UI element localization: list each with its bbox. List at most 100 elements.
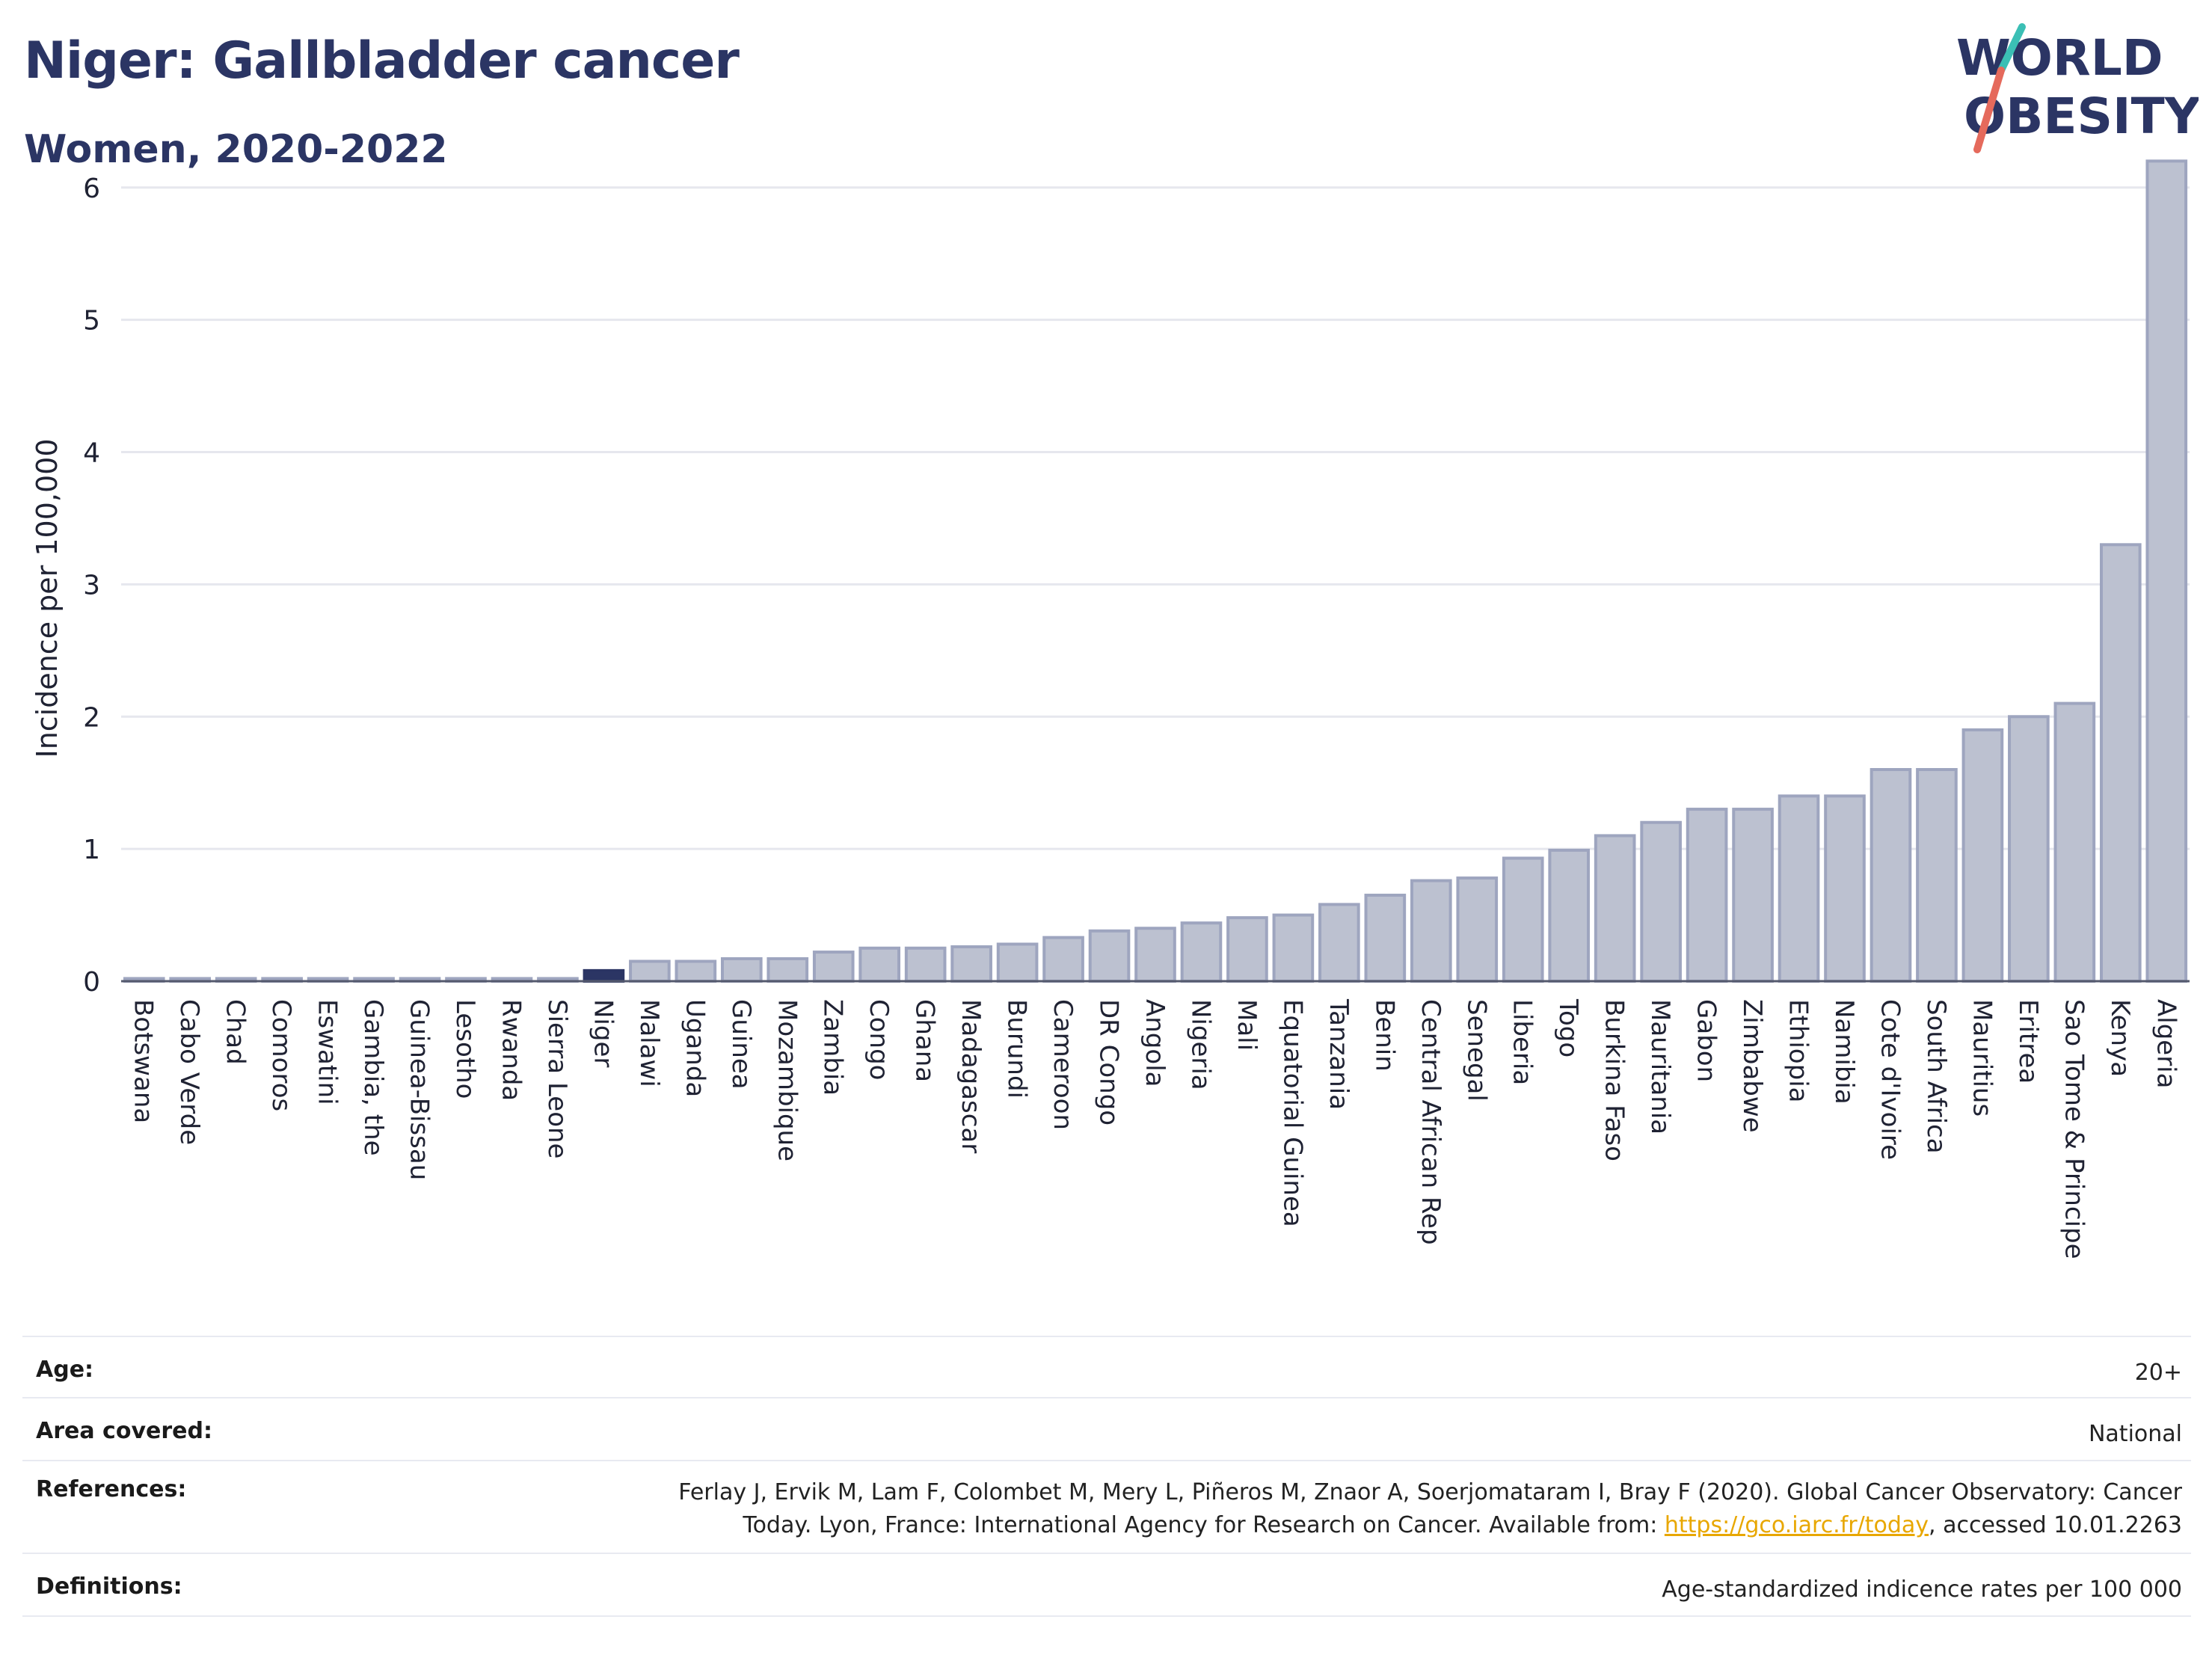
age-value: 20+ xyxy=(471,1336,2191,1398)
x-tick-label: Equatorial Guinea xyxy=(1277,999,1307,1227)
bar xyxy=(858,946,901,983)
x-tick-label: DR Congo xyxy=(1094,999,1124,1126)
y-tick-label: 2 xyxy=(83,702,100,733)
x-tick-label: Chad xyxy=(221,999,251,1065)
x-tick-label: Zimbabwe xyxy=(1737,999,1767,1133)
x-tick-label: Comoros xyxy=(266,999,296,1111)
bar xyxy=(1594,834,1636,983)
bar xyxy=(2008,715,2050,983)
bar xyxy=(1410,879,1452,983)
bar-chart: 0 1 2 3 4 5 6 Botswana Cabo Verde Chad Comoros Eswa… xyxy=(31,159,2190,1259)
x-tick-label: Mauritius xyxy=(1967,999,1997,1117)
bar xyxy=(2053,701,2096,983)
bar xyxy=(1870,768,1912,983)
chart-subtitle: Women, 2020-2022 xyxy=(24,127,448,172)
info-row-age: Age: 20+ xyxy=(22,1336,2191,1398)
y-tick-label: 6 xyxy=(83,174,100,204)
references-value: Ferlay J, Ervik M, Lam F, Colombet M, Me… xyxy=(471,1460,2191,1553)
x-tick-label: Ethiopia xyxy=(1784,999,1813,1102)
bar xyxy=(950,945,992,983)
bar xyxy=(1180,921,1223,983)
x-tick-label: Cameroon xyxy=(1048,999,1078,1130)
bar xyxy=(1088,929,1131,983)
bar xyxy=(2099,543,2142,983)
info-row-area: Area covered: National xyxy=(22,1397,2191,1461)
bar xyxy=(1916,768,1958,983)
x-tick-label: Namibia xyxy=(1829,999,1859,1105)
references-label: References: xyxy=(22,1460,471,1553)
bar xyxy=(1364,894,1407,983)
x-tick-label: Gabon xyxy=(1692,999,1721,1082)
references-line1: Ferlay J, Ervik M, Lam F, Colombet M, Me… xyxy=(678,1479,2182,1505)
x-tick-label: Burkina Faso xyxy=(1600,999,1629,1161)
x-tick-label: Liberia xyxy=(1508,999,1537,1085)
y-axis-label: Incidence per 100,000 xyxy=(31,438,64,758)
bar xyxy=(812,951,855,983)
bar xyxy=(675,959,717,983)
x-tick-label: Zambia xyxy=(818,999,848,1096)
bar xyxy=(1824,794,1866,983)
x-tick-label: Botswana xyxy=(129,999,159,1123)
x-tick-label: Benin xyxy=(1369,999,1399,1072)
x-tick-label: Rwanda xyxy=(496,999,526,1101)
info-table: Age: 20+ Area covered: National Referenc… xyxy=(22,1336,2191,1617)
bar xyxy=(1640,820,1682,983)
bar xyxy=(1042,936,1084,983)
area-label: Area covered: xyxy=(22,1397,471,1461)
bar xyxy=(583,968,625,983)
bar xyxy=(1502,856,1544,983)
bar xyxy=(1226,916,1268,983)
chart-title: Niger: Gallbladder cancer xyxy=(24,31,740,90)
x-tick-label: Kenya xyxy=(2105,999,2135,1077)
references-line2-pre: Today. Lyon, France: International Agenc… xyxy=(743,1512,1665,1538)
references-link[interactable]: https://gco.iarc.fr/today xyxy=(1664,1512,1929,1538)
y-tick-label: 3 xyxy=(83,570,100,601)
bar xyxy=(629,959,671,983)
age-label: Age: xyxy=(22,1336,471,1398)
y-tick-label: 1 xyxy=(83,835,100,865)
logo-line2: OBESITY xyxy=(1964,87,2199,145)
x-tick-label: Sao Tome & Principe xyxy=(2059,999,2089,1259)
x-tick-label: Congo xyxy=(864,999,894,1080)
bar xyxy=(1134,927,1176,983)
x-tick-label: South Africa xyxy=(1921,999,1951,1154)
x-tick-label: Guinea-Bissau xyxy=(405,999,434,1180)
x-tick-label: Nigeria xyxy=(1185,999,1215,1090)
x-tick-label: Malawi xyxy=(634,999,664,1087)
bars xyxy=(123,159,2188,983)
bar xyxy=(1456,876,1499,983)
logo-red-slash xyxy=(1973,67,2005,153)
x-tick-label: Madagascar xyxy=(956,999,986,1153)
info-row-definitions: Definitions: Age-standardized indicence … xyxy=(22,1553,2191,1617)
x-tick-label: Burundi xyxy=(1002,999,1032,1099)
x-tick-label: Togo xyxy=(1553,998,1583,1057)
bar xyxy=(1732,808,1774,983)
tick-labels: 0 1 2 3 4 5 6 Botswana Cabo Verde Chad Comoros Eswa… xyxy=(83,174,2181,1259)
bar xyxy=(2145,159,2188,983)
x-tick-label: Senegal xyxy=(1461,999,1491,1102)
bar xyxy=(996,942,1039,983)
x-tick-label: Cote d'Ivoire xyxy=(1875,999,1905,1160)
bar xyxy=(1778,794,1820,983)
world-obesity-logo: WORLD OBESITY xyxy=(1956,23,2199,153)
bar xyxy=(1318,903,1360,983)
x-tick-label: Central African Rep xyxy=(1416,999,1446,1245)
x-tick-label: Algeria xyxy=(2151,999,2181,1088)
x-tick-label: Cabo Verde xyxy=(174,999,204,1145)
logo-teal-slash xyxy=(1997,23,2026,74)
y-tick-label: 0 xyxy=(83,967,100,998)
definitions-label: Definitions: xyxy=(22,1553,471,1617)
x-tick-label: Ghana xyxy=(910,999,940,1082)
x-tick-label: Uganda xyxy=(680,999,710,1097)
x-tick-label: Eritrea xyxy=(2013,999,2043,1084)
x-tick-label: Mauritania xyxy=(1645,999,1675,1134)
references-line2-post: , accessed 10.01.2263 xyxy=(1929,1512,2182,1538)
y-tick-label: 4 xyxy=(83,438,100,469)
x-tick-label: Lesotho xyxy=(450,999,480,1099)
x-tick-label: Mali xyxy=(1232,999,1262,1051)
x-tick-label: Gambia, the xyxy=(358,999,388,1156)
definitions-value: Age-standardized indicence rates per 100… xyxy=(471,1553,2191,1617)
bar xyxy=(1961,728,2004,983)
logo-line1: WORLD xyxy=(1956,29,2163,87)
area-value: National xyxy=(471,1397,2191,1461)
